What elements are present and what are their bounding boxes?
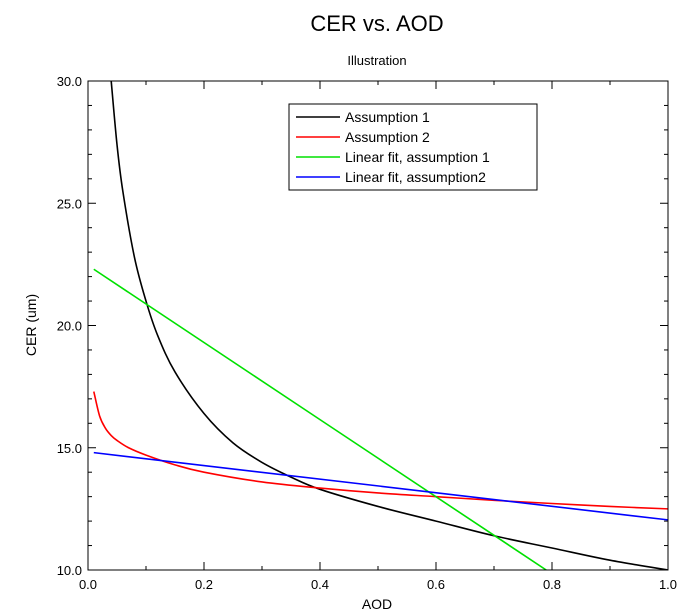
- legend-label: Assumption 2: [345, 129, 430, 145]
- x-tick-label: 0.0: [79, 577, 97, 592]
- y-tick-label: 25.0: [57, 196, 82, 211]
- series-line-3: [93, 268, 547, 570]
- y-axis-label: CER (um): [23, 294, 39, 356]
- x-tick-label: 0.6: [427, 577, 445, 592]
- y-tick-label: 20.0: [57, 319, 82, 334]
- series-line-4: [93, 451, 668, 521]
- series-line-2: [93, 391, 668, 510]
- chart-subtitle: Illustration: [347, 53, 406, 68]
- x-tick-label: 0.4: [311, 577, 329, 592]
- y-tick-label: 10.0: [57, 563, 82, 578]
- series-line-1: [110, 81, 668, 570]
- legend-label: Assumption 1: [345, 109, 430, 125]
- legend: Assumption 1 Assumption 2 Linear fit, assu…: [288, 103, 538, 191]
- chart-title: CER vs. AOD: [310, 11, 443, 36]
- x-tick-label: 0.2: [195, 577, 213, 592]
- y-tick-label: 30.0: [57, 74, 82, 89]
- legend-box: [288, 103, 538, 191]
- y-tick-label: 15.0: [57, 441, 82, 456]
- legend-label: Linear fit, assumption2: [345, 169, 486, 185]
- x-tick-label: 1.0: [659, 577, 677, 592]
- x-axis-label: AOD: [362, 596, 392, 612]
- x-tick-label: 0.8: [543, 577, 561, 592]
- legend-label: Linear fit, assumption 1: [345, 149, 490, 165]
